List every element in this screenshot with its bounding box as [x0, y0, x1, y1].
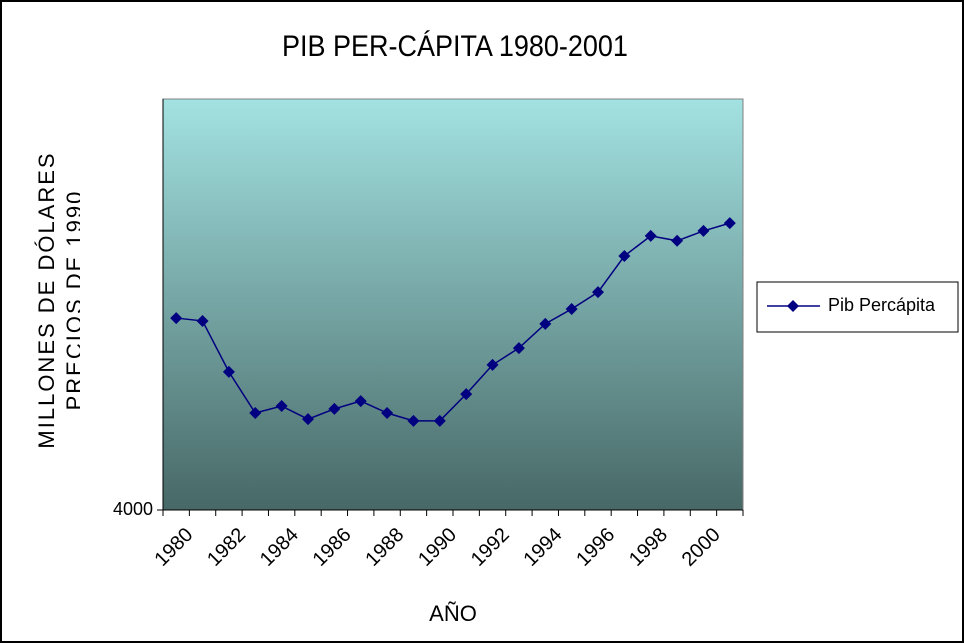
- data-point: [486, 358, 499, 371]
- data-point: [512, 342, 525, 355]
- y-axis-label: PRECIOS DE 1990: [62, 190, 87, 411]
- data-point: [697, 224, 710, 237]
- chart-title: PIB PER-CÁPITA 1980-2001: [282, 30, 628, 64]
- legend-label: Pib Percápita: [828, 295, 936, 315]
- data-point: [275, 400, 288, 413]
- data-point: [381, 407, 394, 420]
- data-point: [196, 314, 209, 327]
- data-point: [565, 303, 578, 316]
- data-point: [671, 234, 684, 247]
- x-axis-label: AÑO: [429, 601, 477, 626]
- data-point: [592, 286, 604, 299]
- data-point: [407, 414, 420, 427]
- data-point: [328, 402, 341, 415]
- data-point: [249, 407, 262, 420]
- data-point: [222, 365, 235, 378]
- data-point: [433, 414, 446, 427]
- data-point: [302, 413, 314, 426]
- legend-marker: [787, 300, 799, 312]
- data-point: [723, 217, 736, 230]
- data-point: [539, 317, 552, 330]
- data-point: [644, 229, 657, 242]
- data-point: [618, 250, 631, 263]
- series-line: [176, 222, 731, 422]
- data-point: [354, 395, 367, 408]
- plot-area: [162, 98, 744, 511]
- data-point: [170, 312, 183, 325]
- data-point: [460, 388, 473, 401]
- y-axis-label: MILLONES DE DÓLARES: [34, 151, 59, 448]
- y-tick-label: 4000: [113, 499, 153, 519]
